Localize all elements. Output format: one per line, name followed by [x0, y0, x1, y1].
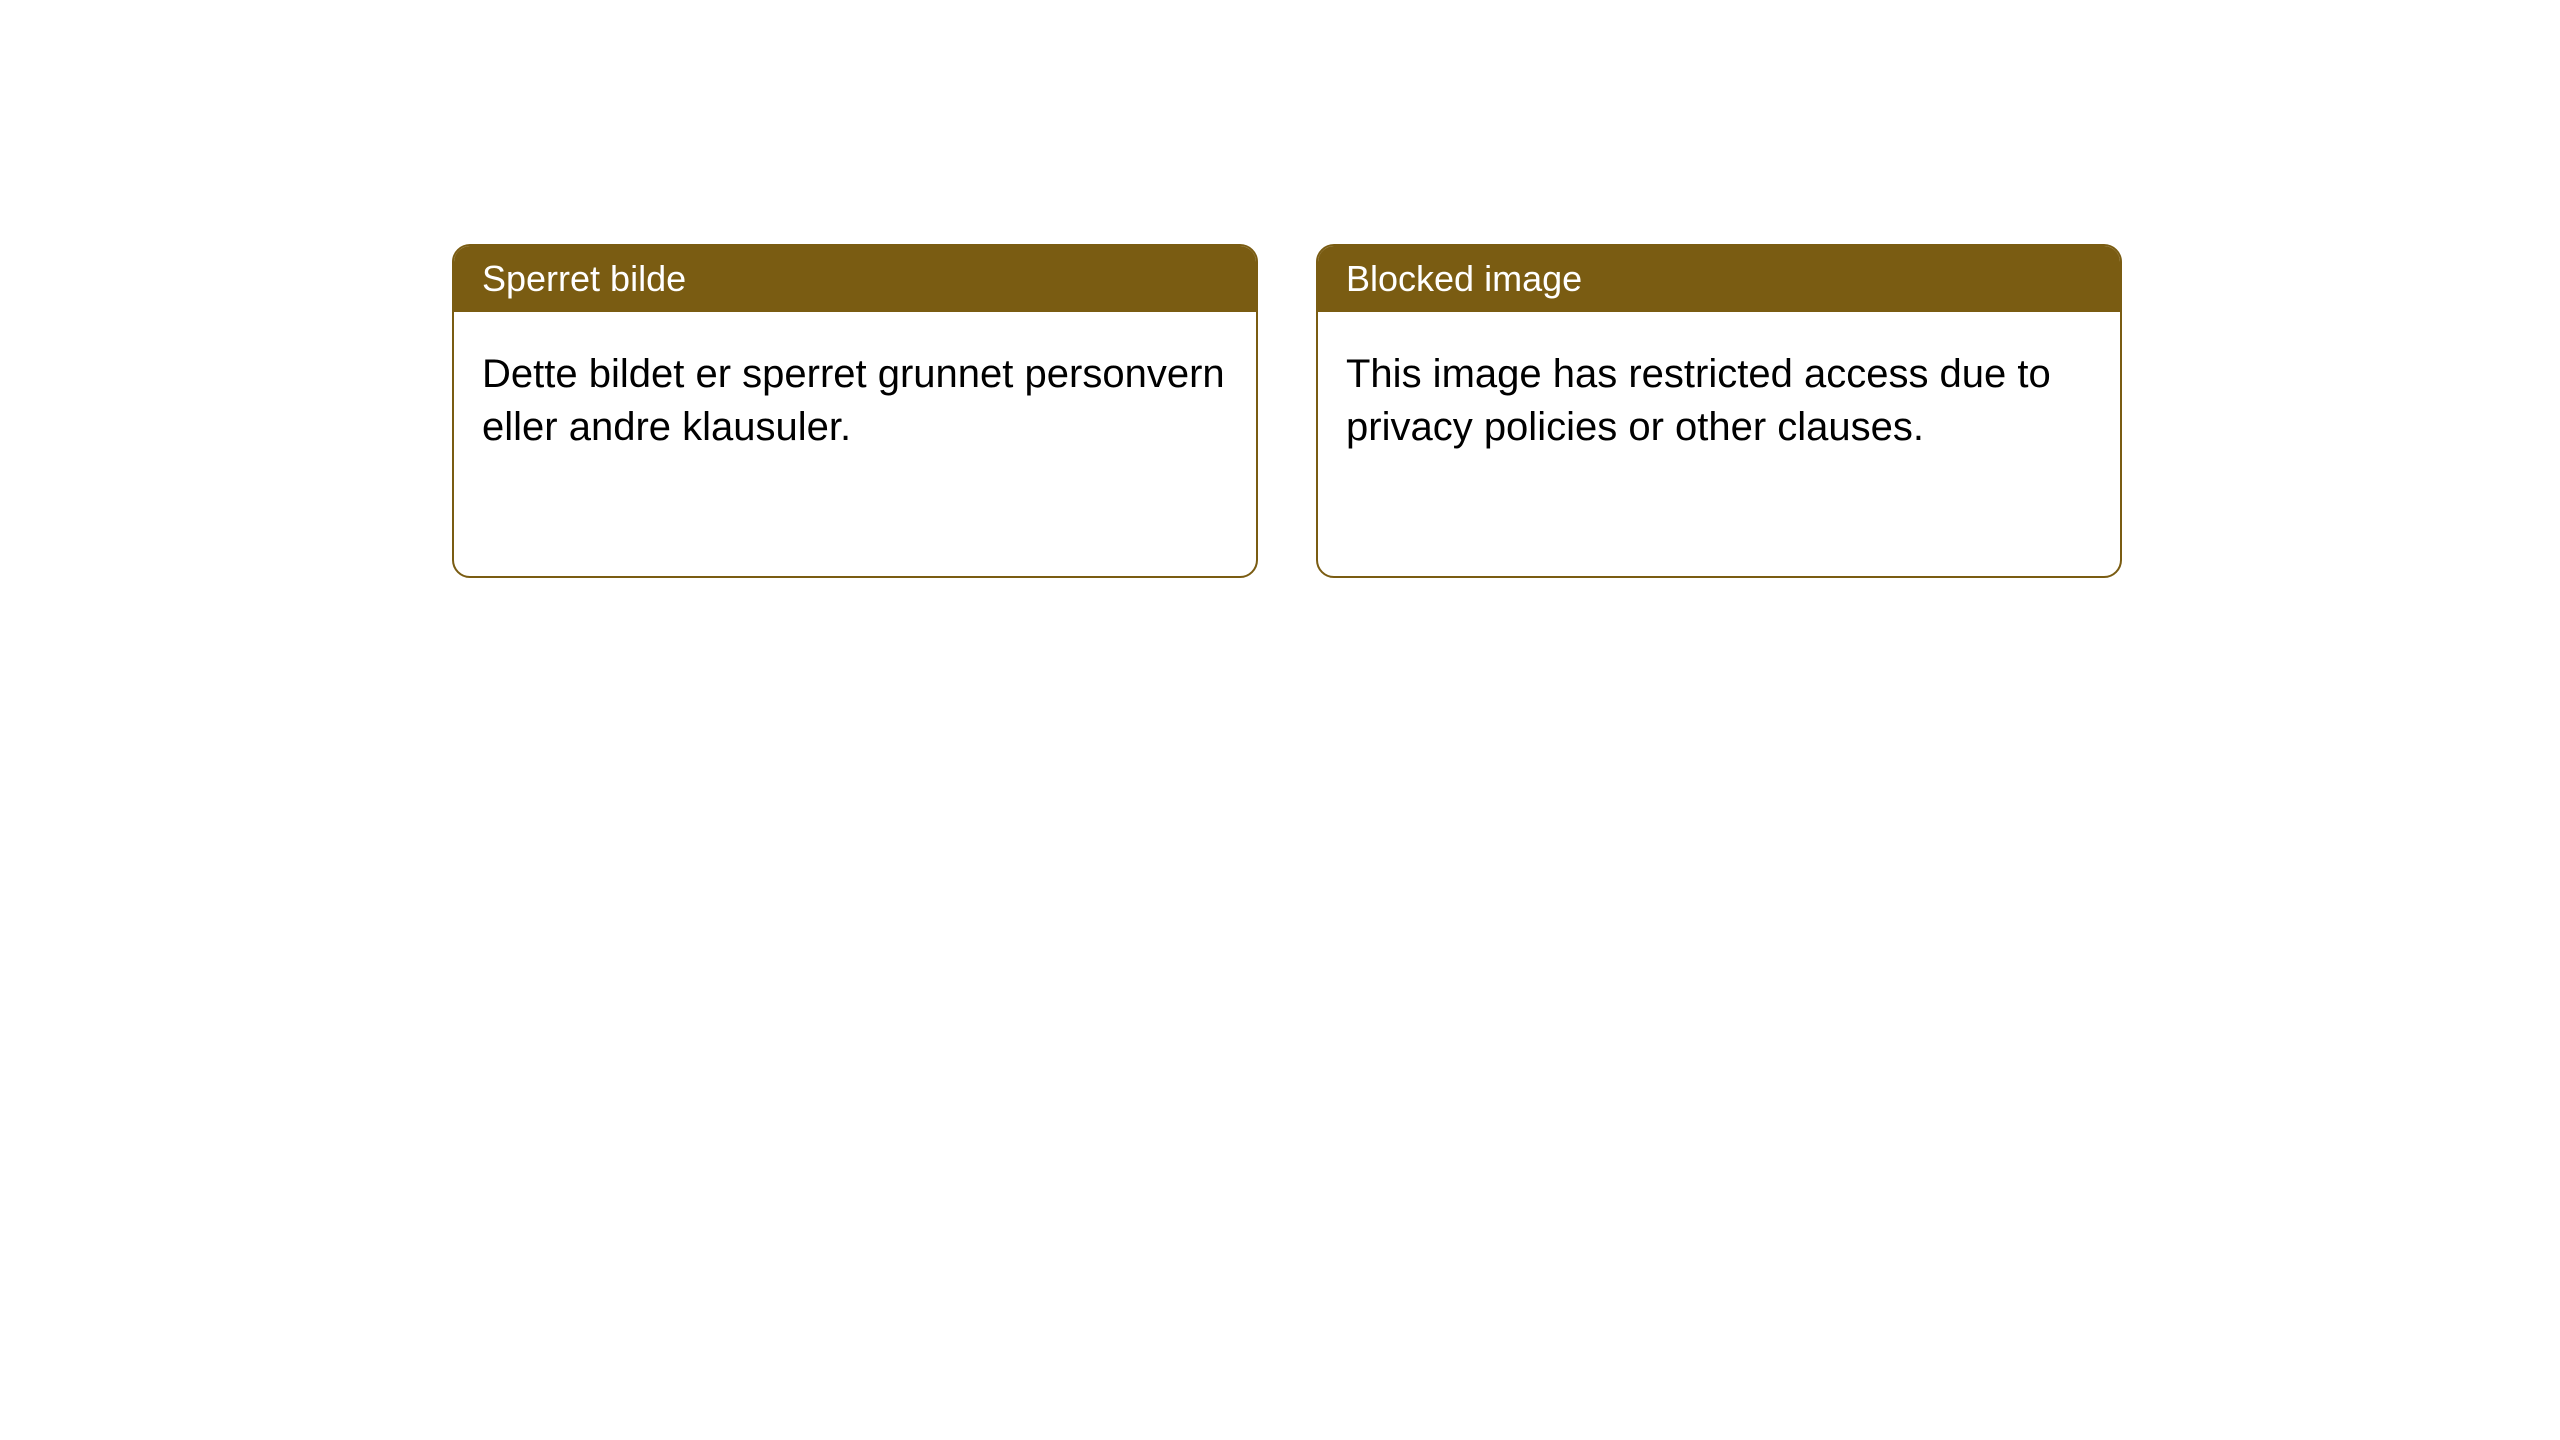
- notice-container: Sperret bilde Dette bildet er sperret gr…: [452, 244, 2122, 578]
- notice-header-english: Blocked image: [1318, 246, 2120, 312]
- notice-title-english: Blocked image: [1346, 258, 1582, 299]
- notice-body-english: This image has restricted access due to …: [1318, 312, 2120, 490]
- notice-title-norwegian: Sperret bilde: [482, 258, 686, 299]
- notice-card-norwegian: Sperret bilde Dette bildet er sperret gr…: [452, 244, 1258, 578]
- notice-text-norwegian: Dette bildet er sperret grunnet personve…: [482, 352, 1225, 449]
- notice-card-english: Blocked image This image has restricted …: [1316, 244, 2122, 578]
- notice-header-norwegian: Sperret bilde: [454, 246, 1256, 312]
- notice-body-norwegian: Dette bildet er sperret grunnet personve…: [454, 312, 1256, 490]
- notice-text-english: This image has restricted access due to …: [1346, 352, 2051, 449]
